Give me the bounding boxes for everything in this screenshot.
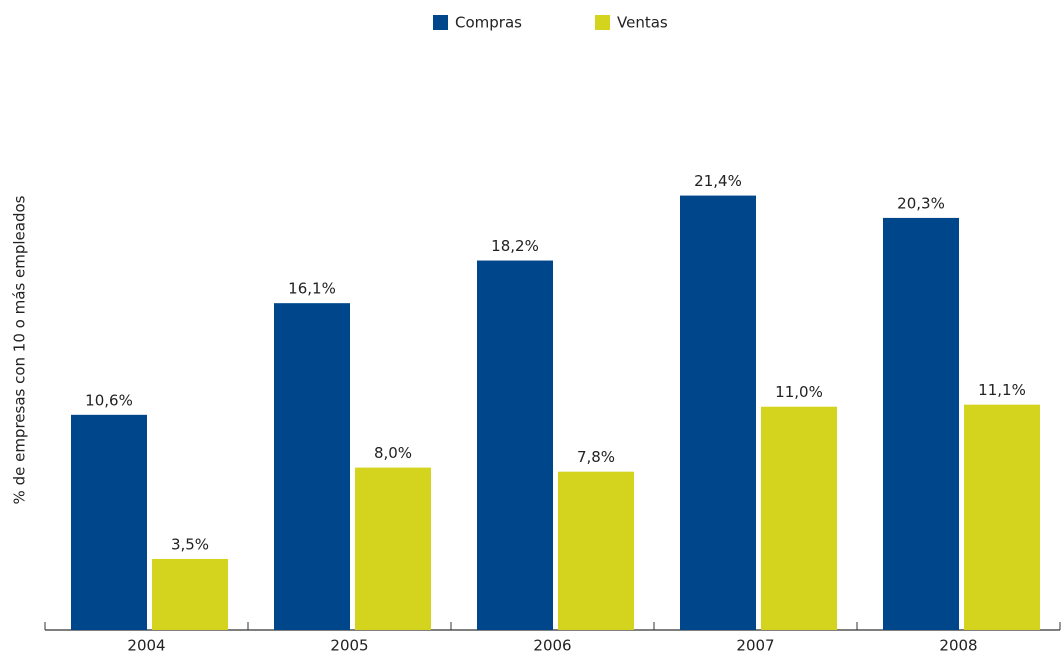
bar [274, 303, 350, 630]
value-label: 8,0% [374, 444, 412, 462]
value-label: 3,5% [171, 535, 209, 553]
value-label: 11,1% [978, 381, 1026, 399]
x-tick-label: 2005 [330, 637, 368, 655]
bar [355, 467, 431, 630]
bar [680, 195, 756, 630]
value-label: 21,4% [694, 172, 742, 190]
value-label: 16,1% [288, 280, 336, 298]
bar [477, 260, 553, 630]
x-tick-label: 2007 [736, 637, 774, 655]
value-label: 7,8% [577, 448, 615, 466]
y-axis-label: % de empresas con 10 o más empleados [11, 195, 29, 504]
legend-label: Ventas [617, 14, 668, 32]
bar [71, 414, 147, 630]
bar [964, 404, 1040, 630]
x-tick-label: 2006 [533, 637, 571, 655]
value-label: 10,6% [85, 391, 133, 409]
bar [558, 471, 634, 630]
bar [883, 217, 959, 630]
legend-swatch [433, 15, 448, 30]
bar [152, 558, 228, 630]
bar [761, 406, 837, 630]
x-tick-label: 2008 [939, 637, 977, 655]
legend-swatch [595, 15, 610, 30]
x-tick-label: 2004 [127, 637, 165, 655]
value-label: 20,3% [897, 194, 945, 212]
value-label: 11,0% [775, 383, 823, 401]
legend-label: Compras [455, 14, 522, 32]
value-label: 18,2% [491, 237, 539, 255]
